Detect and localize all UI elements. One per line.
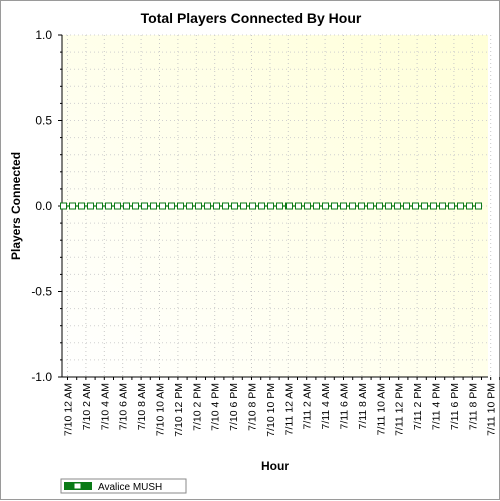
legend-label: Avalice MUSH	[98, 482, 162, 493]
y-tick-label: -1.0	[31, 370, 52, 384]
data-point	[421, 202, 428, 210]
data-point	[367, 202, 374, 210]
x-tick-label: 7/11 12 PM	[394, 383, 406, 436]
x-axis-label: Hour	[261, 459, 289, 473]
data-point	[304, 202, 311, 210]
data-point	[177, 202, 184, 210]
data-point	[78, 202, 85, 210]
data-point	[412, 202, 419, 210]
data-point	[60, 202, 67, 210]
x-tick-label: 7/11 12 AM	[283, 383, 295, 435]
y-tick-label: 1.0	[35, 28, 52, 42]
x-tick-label: 7/11 2 AM	[302, 383, 314, 430]
x-tick-label: 7/11 8 AM	[357, 383, 369, 430]
y-tick-label: 0.0	[35, 199, 52, 213]
y-tick-label: 0.5	[35, 114, 52, 128]
x-tick-label: 7/10 6 PM	[228, 383, 240, 431]
x-tick-label: 7/11 10 AM	[375, 383, 387, 435]
data-point	[276, 202, 283, 210]
data-point	[87, 202, 94, 210]
data-point	[204, 202, 211, 210]
x-tick-label: 7/10 12 PM	[173, 383, 185, 437]
x-tick-label: 7/10 10 AM	[155, 383, 167, 436]
data-point	[313, 202, 320, 210]
data-point	[132, 202, 139, 210]
data-point	[385, 202, 392, 210]
data-point	[105, 202, 112, 210]
data-point	[114, 202, 121, 210]
data-point	[376, 202, 383, 210]
data-point	[439, 202, 446, 210]
data-point	[213, 202, 220, 210]
data-point	[403, 202, 410, 210]
data-point	[168, 202, 175, 210]
chart-title: Total Players Connected By Hour	[141, 10, 362, 26]
data-point	[222, 202, 229, 210]
data-point	[231, 202, 238, 210]
data-point	[195, 202, 202, 210]
data-point	[123, 202, 130, 210]
y-tick-labels: 1.0 0.5 0.0 -0.5 -1.0	[31, 28, 52, 384]
data-point	[159, 202, 166, 210]
data-point	[466, 202, 473, 210]
legend-marker	[73, 482, 82, 490]
y-tick-label: -0.5	[31, 285, 52, 299]
legend-box	[60, 478, 187, 494]
data-point	[286, 202, 293, 210]
x-tick-label: 7/11 2 PM	[412, 383, 424, 430]
x-tick-label: 7/11 6 PM	[449, 383, 461, 430]
x-tick-label: 7/10 4 AM	[99, 383, 111, 430]
y-axis-label: Players Connected	[9, 152, 23, 260]
x-tick-label: 7/10 8 AM	[136, 383, 148, 430]
x-tick-label: 7/11 10 PM	[486, 383, 498, 436]
data-point	[340, 202, 347, 210]
data-point	[96, 202, 103, 210]
data-point	[475, 202, 482, 210]
x-tick-label: 7/10 2 AM	[81, 383, 93, 430]
data-point	[295, 202, 302, 210]
data-point	[186, 202, 193, 210]
x-tick-label: 7/10 12 AM	[63, 383, 75, 436]
data-point	[394, 202, 401, 210]
legend: Avalice MUSH	[60, 478, 187, 494]
x-tick-label: 7/10 4 PM	[210, 383, 222, 431]
data-point	[349, 202, 356, 210]
data-point	[331, 202, 338, 210]
x-tick-label: 7/11 4 AM	[320, 383, 332, 430]
x-tick-label: 7/10 8 PM	[247, 383, 259, 431]
data-point	[322, 202, 329, 210]
x-tick-label: 7/11 8 PM	[467, 383, 479, 430]
data-point	[69, 202, 76, 210]
x-tick-labels: 7/10 12 AM 7/10 2 AM 7/10 4 AM 7/10 6 AM 7/1…	[63, 383, 498, 437]
series-avalice-mush	[60, 202, 482, 210]
data-point	[141, 202, 148, 210]
x-tick-label: 7/10 6 AM	[118, 383, 130, 430]
data-point	[258, 202, 265, 210]
data-point	[267, 202, 274, 210]
x-tick-label: 7/10 2 PM	[191, 383, 203, 431]
x-tick-label: 7/11 6 AM	[339, 383, 351, 430]
data-point	[430, 202, 437, 210]
data-point	[240, 202, 247, 210]
data-point	[457, 202, 464, 210]
data-point	[249, 202, 256, 210]
x-tick-label: 7/10 10 PM	[265, 383, 277, 437]
data-point	[448, 202, 455, 210]
grid-lines	[62, 34, 492, 378]
x-tick-label: 7/11 4 PM	[431, 383, 443, 430]
data-point	[358, 202, 365, 210]
data-point	[150, 202, 157, 210]
